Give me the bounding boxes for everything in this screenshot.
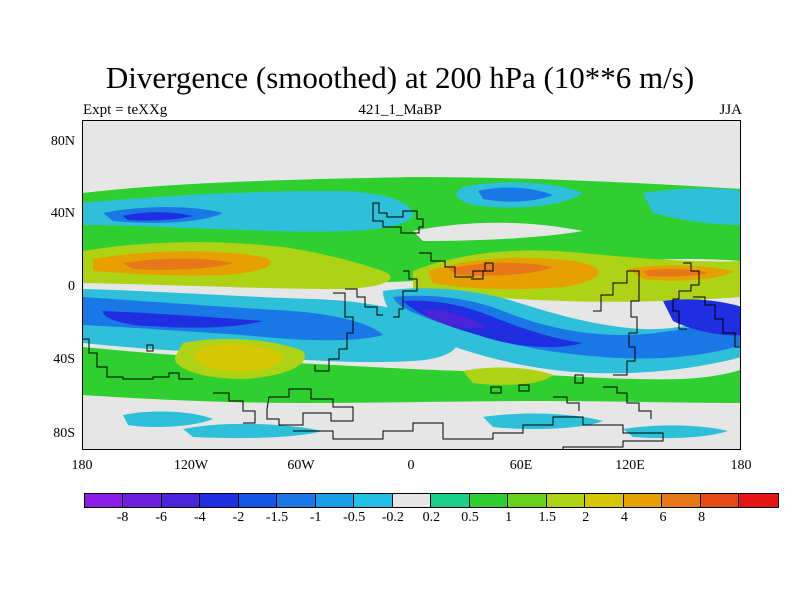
colorbar-box xyxy=(623,494,663,507)
colorbar-label: 4 xyxy=(620,510,628,525)
colorbar-box xyxy=(508,494,547,507)
colorbar-label: -2 xyxy=(232,510,245,525)
colorbar-label: -0.5 xyxy=(343,510,366,525)
colorbar-box xyxy=(354,494,393,507)
y-tick-80s: 80S xyxy=(53,426,75,441)
colorbar-box xyxy=(431,494,470,507)
colorbar-box xyxy=(238,494,278,507)
y-tick-80n: 80N xyxy=(50,134,75,149)
colorbar-label: 8 xyxy=(698,510,706,525)
colorbar-box xyxy=(662,494,701,507)
colorbar-label: 2 xyxy=(582,510,590,525)
colorbar-box xyxy=(200,494,239,507)
colorbar-box xyxy=(392,494,432,507)
divergence-field xyxy=(83,121,740,449)
run-label: 421_1_MaBP xyxy=(358,102,442,118)
colorbar-label: -4 xyxy=(193,510,206,525)
colorbar-box xyxy=(739,494,778,507)
colorbar-box xyxy=(85,494,124,507)
season-label: JJA xyxy=(719,102,742,118)
colorbar-label: 0.2 xyxy=(422,510,441,525)
colorbar-box xyxy=(315,494,355,507)
colorbar-label: 6 xyxy=(659,510,667,525)
y-tick-0: 0 xyxy=(68,279,75,294)
x-tick-180w: 180 xyxy=(71,458,93,473)
x-tick-120w: 120W xyxy=(173,458,209,473)
colorbar-label: -6 xyxy=(155,510,168,525)
plot-title: Divergence (smoothed) at 200 hPa (10**6 … xyxy=(105,60,695,95)
x-tick-60w: 60W xyxy=(287,458,315,473)
colorbar-label: 1.5 xyxy=(538,510,556,525)
x-tick-120e: 120E xyxy=(615,458,645,473)
x-tick-180e: 180 xyxy=(730,458,752,473)
x-tick-60e: 60E xyxy=(509,458,533,473)
y-tick-40s: 40S xyxy=(53,352,75,367)
experiment-label: Expt = teXXg xyxy=(83,102,168,118)
map-panel xyxy=(82,120,741,450)
colorbar-label: -1.5 xyxy=(265,510,289,525)
x-tick-0: 0 xyxy=(407,458,415,473)
colorbar-box xyxy=(469,494,509,507)
colorbar-box xyxy=(161,494,201,507)
colorbar-box xyxy=(277,494,316,507)
colorbar-box xyxy=(700,494,740,507)
colorbar-label: -0.2 xyxy=(381,510,404,525)
colorbar-label: -8 xyxy=(116,510,129,525)
colorbar xyxy=(84,493,779,508)
colorbar-box xyxy=(585,494,624,507)
y-tick-40n: 40N xyxy=(50,206,75,221)
colorbar-box xyxy=(123,494,162,507)
colorbar-label: 1 xyxy=(505,510,513,525)
colorbar-label: -1 xyxy=(309,510,322,525)
colorbar-label: 0.5 xyxy=(461,510,479,525)
colorbar-box xyxy=(546,494,586,507)
